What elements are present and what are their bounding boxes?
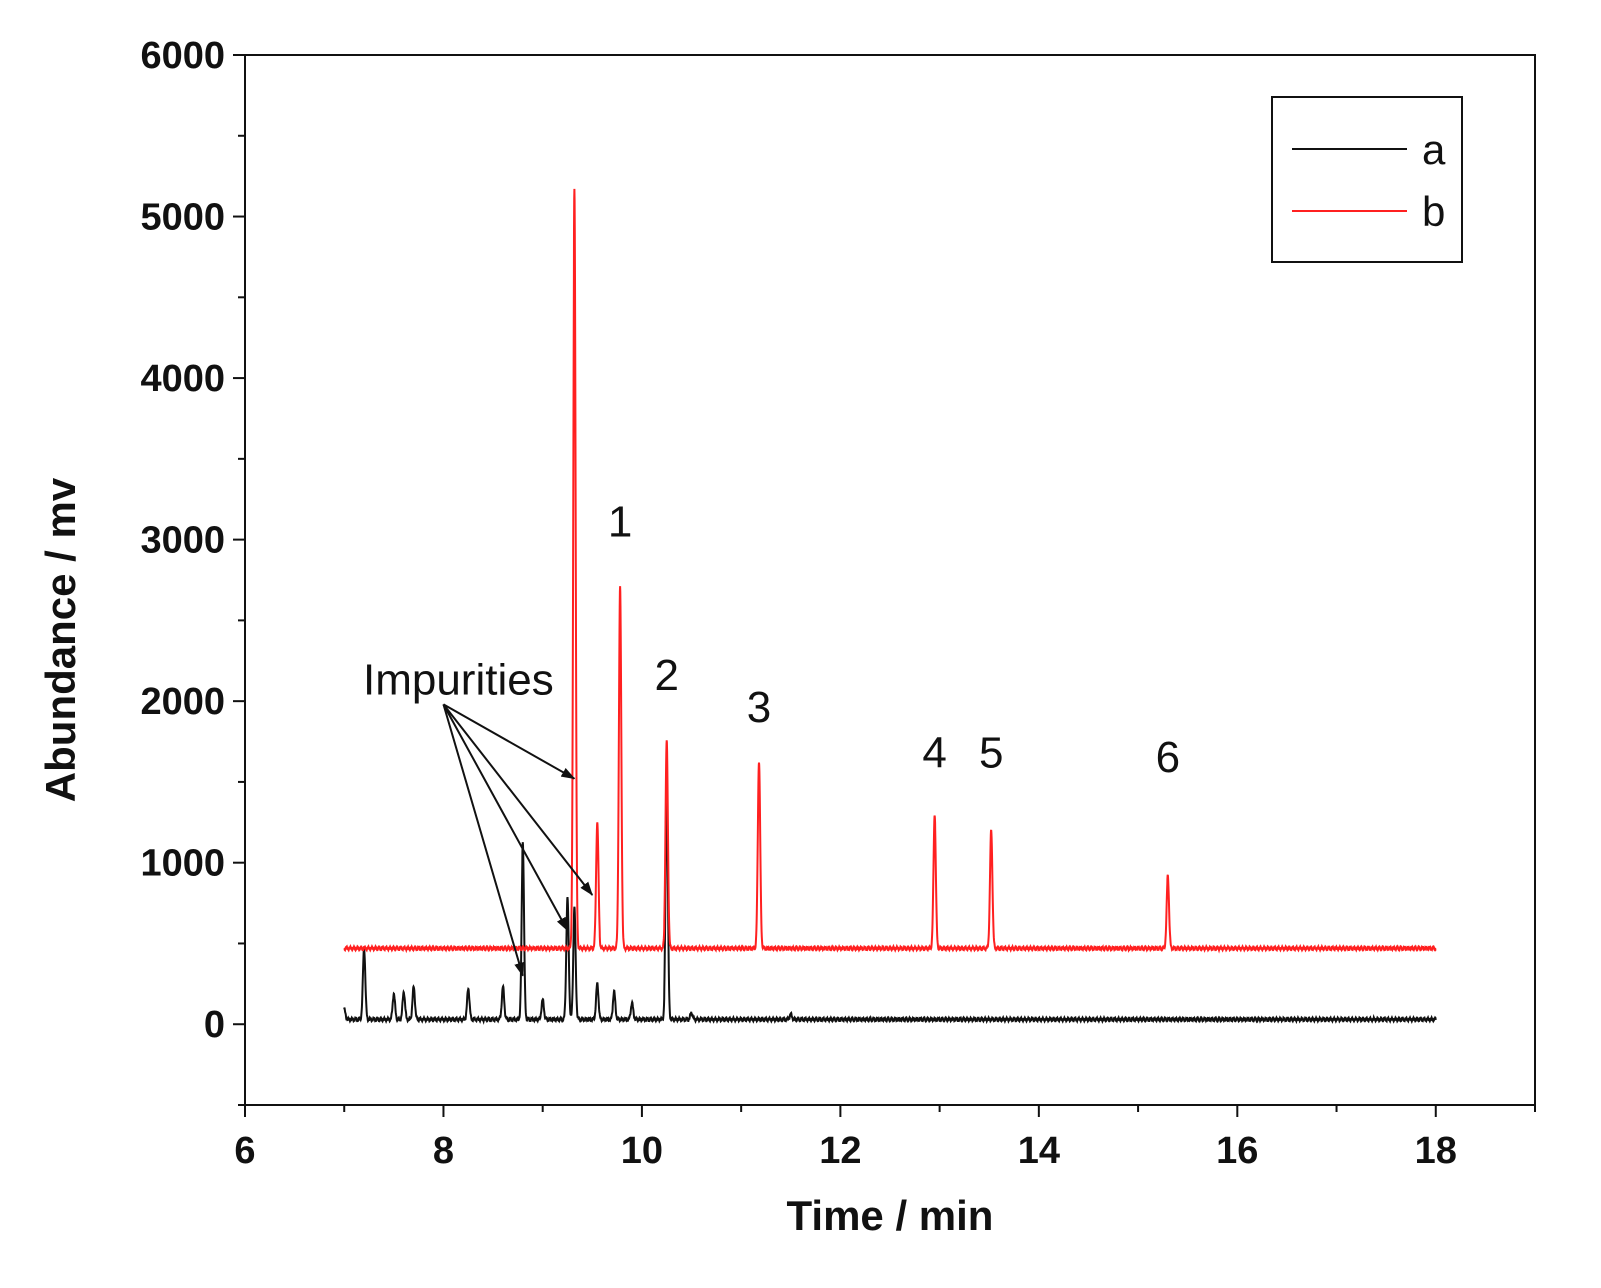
plot-frame <box>244 54 1536 1106</box>
annotations-layer: 1 2 3 4 5 6 Impurities <box>363 497 1180 977</box>
legend-label-b: b <box>1422 188 1445 235</box>
y-tick-label: 1000 <box>140 843 225 885</box>
y-axis: 0 1000 2000 3000 4000 5000 6000 <box>140 35 245 1106</box>
series-line-b <box>343 188 1437 954</box>
peak-label: 5 <box>979 728 1003 777</box>
x-tick-label: 14 <box>1018 1130 1060 1172</box>
impurities-label: Impurities <box>363 656 554 705</box>
legend-box <box>1271 96 1463 263</box>
x-tick-label: 16 <box>1216 1130 1258 1172</box>
impurity-arrow <box>442 704 524 977</box>
impurity-arrow <box>442 703 569 932</box>
peak-label: 6 <box>1156 733 1180 782</box>
series-line-a <box>343 794 1437 1025</box>
x-axis: 6 8 10 12 14 16 18 <box>234 1105 1536 1172</box>
legend: a b <box>1271 96 1463 263</box>
series-layer <box>343 188 1437 1025</box>
peak-label: 2 <box>654 651 678 700</box>
legend-label-a: a <box>1422 126 1446 173</box>
y-tick-label: 0 <box>204 1004 225 1046</box>
impurity-arrow <box>442 703 594 896</box>
x-tick-label: 8 <box>433 1130 454 1172</box>
y-axis-title: Abundance / mv <box>37 477 84 802</box>
x-tick-label: 18 <box>1415 1130 1457 1172</box>
x-tick-label: 6 <box>234 1130 255 1172</box>
y-tick-label: 2000 <box>140 681 225 723</box>
impurity-arrow <box>442 703 576 780</box>
peak-label: 4 <box>922 728 946 777</box>
y-tick-label: 3000 <box>140 520 225 562</box>
x-axis-title: Time / min <box>787 1192 994 1239</box>
y-tick-label: 5000 <box>140 197 225 239</box>
y-tick-label: 6000 <box>140 35 225 77</box>
x-tick-label: 10 <box>621 1130 663 1172</box>
peak-label: 1 <box>608 497 632 546</box>
peak-label: 3 <box>747 683 771 732</box>
y-tick-label: 4000 <box>140 358 225 400</box>
x-tick-label: 12 <box>819 1130 861 1172</box>
